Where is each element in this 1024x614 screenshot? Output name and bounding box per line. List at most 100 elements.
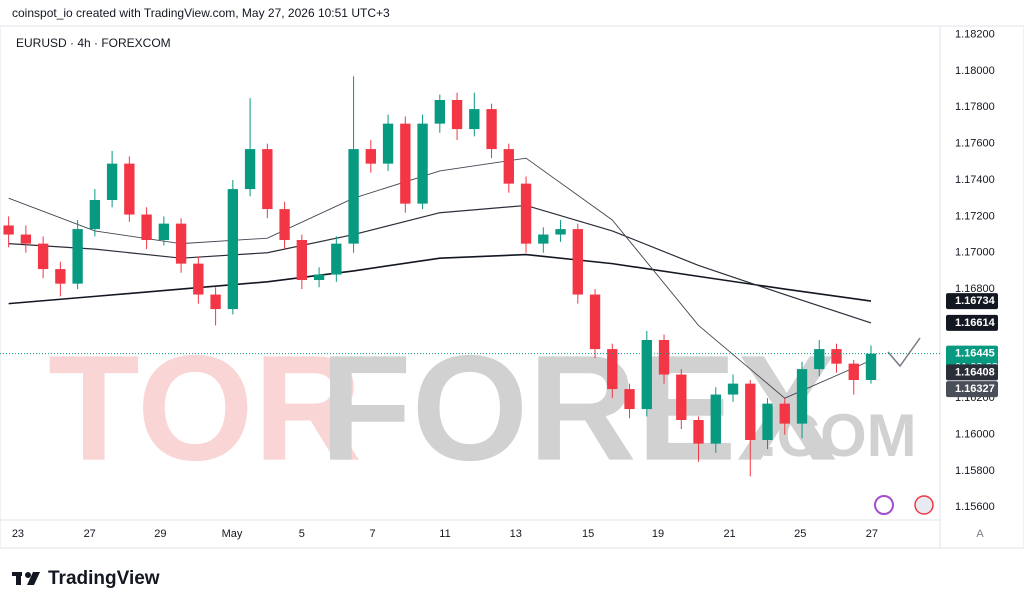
x-tick-label: 27 xyxy=(866,528,878,540)
candle-body xyxy=(848,363,859,380)
x-tick-label: 5 xyxy=(299,528,305,540)
logo-mark xyxy=(16,572,21,585)
price-label: 1.16445 xyxy=(955,348,995,360)
x-tick-label: 27 xyxy=(84,528,96,540)
x-tick-label: 11 xyxy=(439,528,450,540)
candle-body xyxy=(434,100,445,124)
candle-body xyxy=(158,223,170,240)
chart-title: EURUSD · 4h · FOREXCOM xyxy=(16,36,171,50)
price-label-box xyxy=(946,314,998,331)
y-tick-label: 1.17200 xyxy=(955,210,995,222)
candle-body xyxy=(658,340,670,375)
moving-average xyxy=(8,204,872,324)
candle-body xyxy=(400,123,411,204)
candle-body xyxy=(865,353,877,380)
price-label: 1.16614 xyxy=(955,317,996,329)
y-tick-label: 1.16800 xyxy=(955,283,995,295)
moving-average xyxy=(8,253,872,305)
candle-body xyxy=(227,189,239,310)
y-tick-label: 1.15800 xyxy=(955,465,995,477)
logo: TradingView xyxy=(12,568,160,589)
candle-body xyxy=(469,109,480,130)
footer-brand: TradingView xyxy=(48,568,160,589)
candle-body xyxy=(365,149,376,164)
candle-body xyxy=(72,229,83,284)
candle-body xyxy=(796,369,808,424)
event-icon[interactable] xyxy=(874,495,894,515)
candle-body xyxy=(607,349,618,390)
candle-body xyxy=(55,269,66,284)
candle-body xyxy=(37,243,49,270)
price-label-box xyxy=(946,364,998,381)
candle-body xyxy=(279,209,290,240)
candle-body xyxy=(210,294,221,310)
candle-body xyxy=(831,349,842,364)
projection-arrow xyxy=(887,337,921,368)
x-tick-label: 21 xyxy=(723,528,735,540)
candle-body xyxy=(451,100,463,130)
candle-body xyxy=(762,403,773,440)
auto-scale-button[interactable]: A xyxy=(976,528,984,540)
candle-body xyxy=(710,394,721,444)
candle-body xyxy=(244,149,256,190)
candle-body xyxy=(503,149,514,184)
candle-body xyxy=(520,183,532,244)
x-tick-label: 7 xyxy=(369,528,375,540)
chart-frame xyxy=(0,25,1024,549)
candle-body xyxy=(641,340,652,410)
price-label: 1.16327 xyxy=(955,383,995,395)
candle-body xyxy=(313,274,325,280)
candle-body xyxy=(555,229,566,235)
y-tick-label: 1.17400 xyxy=(955,174,995,186)
y-tick-label: 1.15600 xyxy=(955,501,995,513)
candle-body xyxy=(141,214,152,240)
candle-body xyxy=(89,200,101,230)
candle-body xyxy=(417,123,428,204)
candle-body xyxy=(486,109,497,150)
candle-body xyxy=(572,229,583,295)
candle-body xyxy=(589,294,601,350)
candle-body xyxy=(624,389,635,410)
candle-body xyxy=(348,149,359,244)
price-label-box xyxy=(946,293,998,310)
watermark-tor: TOR xyxy=(48,324,362,492)
logo-mark xyxy=(27,572,40,585)
candle-body xyxy=(296,240,308,280)
candle-body xyxy=(331,243,342,275)
x-tick-label: 13 xyxy=(510,528,522,540)
candle-body xyxy=(3,225,14,235)
x-tick-label: May xyxy=(222,528,243,540)
candle-body xyxy=(814,349,825,370)
x-tick-label: 29 xyxy=(154,528,166,540)
candle-body xyxy=(262,149,273,210)
x-tick-label: 19 xyxy=(652,528,664,540)
y-tick-label: 1.17000 xyxy=(955,247,995,259)
x-tick-label: 15 xyxy=(582,528,594,540)
candle-body xyxy=(538,234,549,244)
x-tick-label: 25 xyxy=(794,528,806,540)
y-tick-label: 1.16000 xyxy=(955,428,995,440)
candle-body xyxy=(124,163,135,215)
candle-body xyxy=(175,223,187,264)
flag-icon[interactable] xyxy=(914,495,934,515)
y-tick-label: 1.18000 xyxy=(955,65,995,77)
header: coinspot_io created with TradingView.com… xyxy=(12,6,390,20)
price-label: 1.16408 xyxy=(955,366,995,378)
y-tick-label: 1.17800 xyxy=(955,101,995,113)
price-label-box xyxy=(946,381,998,398)
logo-mark xyxy=(25,572,31,578)
candle-body xyxy=(382,123,394,164)
candle-body xyxy=(193,263,204,295)
price-label: 1.16734 xyxy=(955,295,996,307)
candle-body xyxy=(20,234,32,244)
plot xyxy=(0,76,940,477)
y-tick-label: 1.18200 xyxy=(955,28,995,40)
candle-body xyxy=(693,420,704,444)
candle-body xyxy=(676,374,687,420)
y-tick-label: 1.17600 xyxy=(955,138,995,150)
candle-body xyxy=(727,383,739,395)
x-tick-label: 23 xyxy=(12,528,24,540)
moving-average xyxy=(8,157,872,399)
